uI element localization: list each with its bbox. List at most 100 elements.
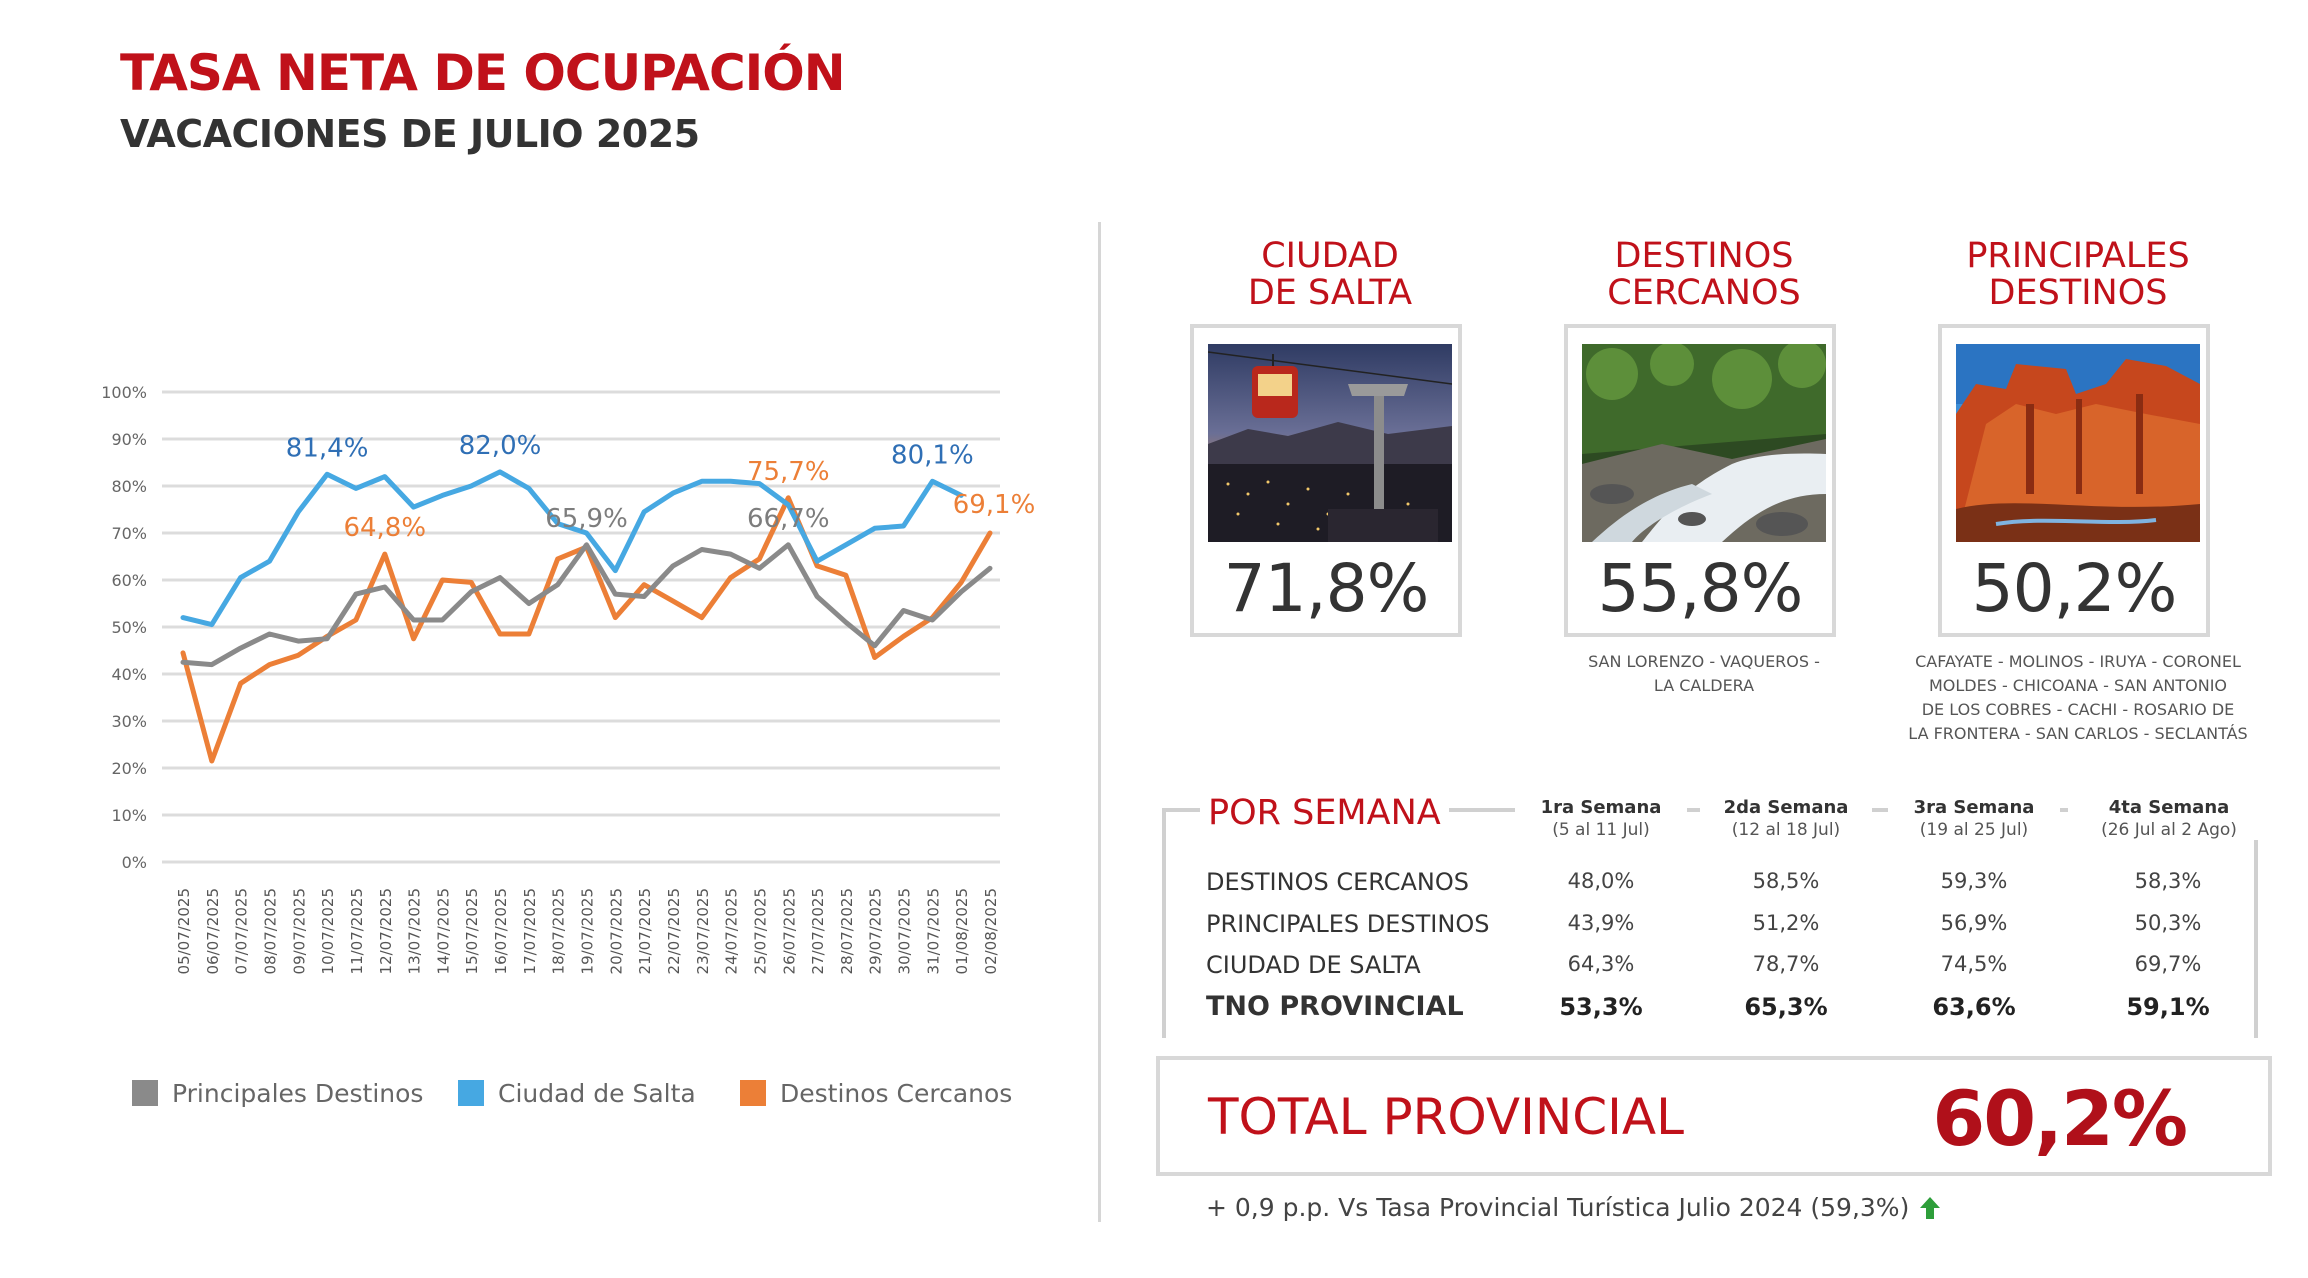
series-line-1 — [180, 469, 964, 628]
x-tick-label: 06/07/2025 — [204, 888, 222, 974]
x-tick-label: 12/07/2025 — [377, 888, 395, 974]
heading-line: DE SALTA — [1247, 273, 1413, 313]
cell: 51,2% — [1752, 911, 1820, 935]
cell: 65,3% — [1744, 993, 1828, 1021]
page-title: TASA NETA DE OCUPACIÓN — [120, 44, 846, 102]
total-value: 60,2% — [1932, 1074, 2188, 1163]
week-range: (12 al 18 Jul) — [1731, 820, 1841, 840]
legend-item-principales: Principales Destinos — [132, 1073, 423, 1113]
heading-line: CIUDAD — [1261, 236, 1399, 276]
week-label: 2da Semana — [1723, 797, 1849, 818]
destination-heading-cercanos: DESTINOS CERCANOS — [1544, 238, 1864, 312]
x-tick-label: 19/07/2025 — [579, 888, 597, 974]
cell: 58,3% — [2134, 869, 2202, 893]
note-line: CAFAYATE - MOLINOS - IRUYA - CORONEL — [1915, 652, 2241, 671]
x-tick-label: 24/07/2025 — [723, 888, 741, 974]
total-provincial-box: TOTAL PROVINCIAL 60,2% — [1156, 1056, 2272, 1176]
page-subtitle: VACACIONES DE JULIO 2025 — [120, 112, 700, 156]
x-tick-label: 23/07/2025 — [694, 888, 712, 974]
x-tick-label: 16/07/2025 — [492, 888, 510, 974]
y-tick-label: 20% — [111, 759, 147, 778]
x-tick-label: 20/07/2025 — [607, 888, 625, 974]
cell: 63,6% — [1932, 993, 2016, 1021]
data-label: 66,7% — [747, 504, 830, 534]
x-tick-label: 02/08/2025 — [982, 888, 1000, 974]
x-tick-label: 14/07/2025 — [434, 888, 452, 974]
x-tick-label: 01/08/2025 — [953, 888, 971, 974]
x-tick-label: 31/07/2025 — [924, 888, 942, 974]
legend-swatch-cercanos — [740, 1080, 766, 1106]
destination-heading-principales: PRINCIPALES DESTINOS — [1918, 238, 2238, 312]
data-label: 65,9% — [545, 504, 628, 534]
cell: 64,3% — [1567, 952, 1635, 976]
legend-label: Principales Destinos — [172, 1078, 424, 1108]
x-tick-label: 22/07/2025 — [665, 888, 683, 974]
y-tick-label: 60% — [111, 571, 147, 590]
x-tick-label: 11/07/2025 — [348, 888, 366, 974]
cable-car-city-photo — [1208, 344, 1452, 542]
y-tick-label: 50% — [111, 618, 147, 637]
week-header-1: 1ra Semana (5 al 11 Jul) — [1515, 797, 1687, 840]
y-tick-label: 80% — [111, 477, 147, 496]
river-forest-photo — [1582, 344, 1826, 542]
cell: 59,1% — [2126, 993, 2210, 1021]
y-tick-label: 0% — [122, 853, 147, 872]
cell: 56,9% — [1940, 911, 2008, 935]
destination-percent: 55,8% — [1597, 550, 1804, 627]
chart-data-labels: 65,9% 66,7% 81,4% 82,0% 80,1% 64,8% 75,7% 69,1% — [286, 431, 1036, 543]
chart-series-lines — [180, 469, 993, 764]
data-label: 69,1% — [953, 490, 1036, 520]
week-label: 3ra Semana — [1913, 797, 2035, 818]
legend-item-ciudad: Ciudad de Salta — [458, 1073, 696, 1113]
x-tick-label: 29/07/2025 — [867, 888, 885, 974]
week-header-3: 3ra Semana (19 al 25 Jul) — [1888, 797, 2060, 840]
data-label: 81,4% — [286, 433, 369, 463]
y-tick-label: 70% — [111, 524, 147, 543]
x-tick-label: 05/07/2025 — [175, 888, 193, 974]
legend-swatch-ciudad — [458, 1080, 484, 1106]
data-label: 64,8% — [343, 513, 426, 543]
destination-percent: 50,2% — [1971, 550, 2178, 627]
row-label-principales-destinos: PRINCIPALES DESTINOS — [1206, 910, 1490, 938]
week-range: (26 Jul al 2 Ago) — [2101, 820, 2237, 840]
y-tick-label: 100% — [101, 383, 147, 402]
cell: 78,7% — [1752, 952, 1820, 976]
x-tick-label: 13/07/2025 — [406, 888, 424, 974]
total-label: TOTAL PROVINCIAL — [1208, 1088, 1684, 1146]
destination-note-principales: CAFAYATE - MOLINOS - IRUYA - CORONEL MOL… — [1890, 650, 2266, 746]
series-line-0 — [180, 542, 993, 668]
up-arrow-icon — [1920, 1196, 1941, 1219]
x-tick-label: 10/07/2025 — [319, 888, 337, 974]
cell: 59,3% — [1940, 869, 2008, 893]
note-line: LA FRONTERA - SAN CARLOS - SECLANTÁS — [1908, 724, 2248, 743]
red-rock-canyon-photo — [1956, 344, 2200, 542]
cell: 48,0% — [1567, 869, 1635, 893]
legend-label: Destinos Cercanos — [780, 1078, 1013, 1108]
x-tick-label: 27/07/2025 — [809, 888, 827, 974]
row-label-destinos-cercanos: DESTINOS CERCANOS — [1206, 868, 1469, 896]
week-header-2: 2da Semana (12 al 18 Jul) — [1700, 797, 1872, 840]
legend-label: Ciudad de Salta — [498, 1078, 696, 1108]
x-tick-label: 17/07/2025 — [521, 888, 539, 974]
week-header-4: 4ta Semana (26 Jul al 2 Ago) — [2068, 797, 2270, 840]
heading-line: CERCANOS — [1607, 273, 1801, 313]
x-tick-label: 15/07/2025 — [463, 888, 481, 974]
week-range: (19 al 25 Jul) — [1919, 820, 2029, 840]
destination-note-cercanos: SAN LORENZO - VAQUEROS - LA CALDERA — [1544, 650, 1864, 698]
comparison-footnote: + 0,9 p.p. Vs Tasa Provincial Turística … — [1206, 1193, 1941, 1222]
note-line: SAN LORENZO - VAQUEROS - — [1588, 652, 1820, 671]
cell: 69,7% — [2134, 952, 2202, 976]
week-label: 1ra Semana — [1540, 797, 1662, 818]
heading-line: DESTINOS — [1614, 236, 1794, 276]
destination-percent: 71,8% — [1223, 550, 1430, 627]
cell: 74,5% — [1940, 952, 2008, 976]
x-tick-label: 07/07/2025 — [233, 888, 251, 974]
note-line: LA CALDERA — [1653, 676, 1755, 695]
x-tick-label: 30/07/2025 — [896, 888, 914, 974]
x-tick-label: 09/07/2025 — [290, 888, 308, 974]
destination-card-principales: 50,2% — [1938, 324, 2210, 637]
x-tick-label: 28/07/2025 — [838, 888, 856, 974]
legend-item-cercanos: Destinos Cercanos — [740, 1073, 1012, 1113]
cell: 53,3% — [1559, 993, 1643, 1021]
heading-line: DESTINOS — [1988, 273, 2168, 313]
